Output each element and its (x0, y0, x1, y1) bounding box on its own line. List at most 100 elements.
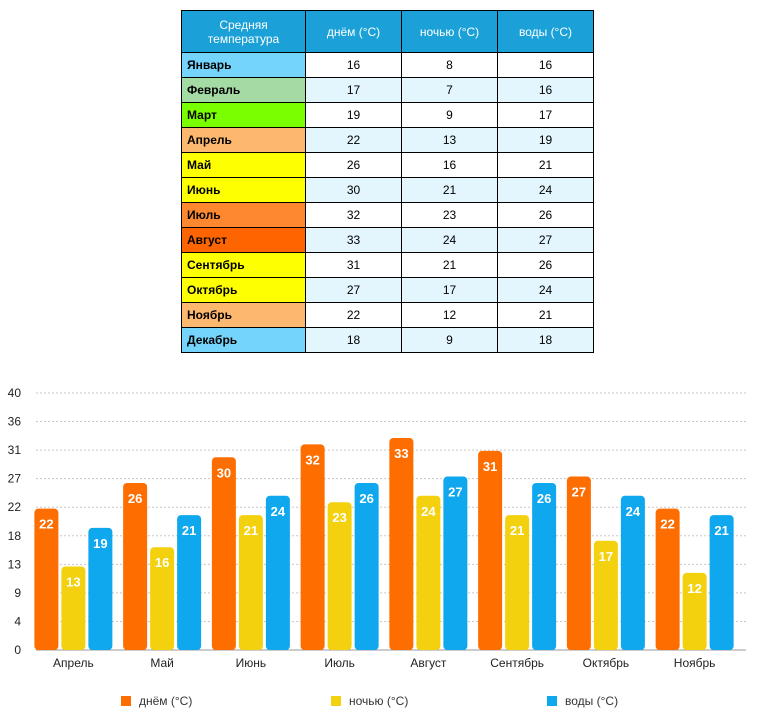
y-tick-label: 9 (14, 586, 21, 600)
water-temp-cell: 21 (497, 302, 594, 328)
bar-value-label: 26 (359, 491, 373, 506)
day-temp-cell: 16 (305, 52, 402, 78)
table-row: Сентябрь 31 21 26 (181, 252, 594, 278)
bar (443, 476, 468, 650)
bar (532, 482, 557, 650)
month-cell: Июнь (181, 177, 306, 203)
bar (709, 515, 734, 650)
table-row: Март 19 9 17 (181, 102, 594, 128)
water-temp-cell: 27 (497, 227, 594, 253)
header-month: Средняя температура (181, 10, 306, 53)
day-temp-cell: 31 (305, 252, 402, 278)
month-cell: Август (181, 227, 306, 253)
month-cell: Октябрь (181, 277, 306, 303)
bar-value-label: 13 (66, 574, 80, 589)
bar (211, 457, 236, 650)
legend-item: ночью (°C) (331, 694, 408, 708)
water-temp-cell: 24 (497, 177, 594, 203)
night-temp-cell: 9 (401, 327, 498, 353)
bar (593, 540, 618, 650)
bar-value-label: 22 (39, 517, 53, 532)
bar (265, 495, 290, 650)
bar (655, 508, 680, 650)
legend-swatch (547, 696, 557, 706)
bar-value-label: 21 (182, 523, 196, 538)
bar (566, 476, 591, 650)
month-cell: Сентябрь (181, 252, 306, 278)
temperature-chart: 0 4 9 13 18 22 27 31 36 40 22 13 19 26 16 21 30 21 24 32 23… (8, 386, 746, 670)
table-row: Июль 32 23 26 (181, 202, 594, 228)
header-night: ночью (°C) (401, 10, 498, 53)
table-row: Май 26 16 21 (181, 152, 594, 178)
bar-value-label: 24 (271, 504, 286, 519)
y-tick-label: 36 (8, 415, 22, 429)
y-tick-label: 4 (14, 614, 21, 628)
bar-value-label: 21 (714, 523, 728, 538)
legend-label: днём (°C) (139, 694, 193, 708)
bar (389, 437, 414, 650)
y-tick-label: 18 (8, 529, 22, 543)
y-tick-label: 22 (8, 500, 22, 514)
bar (478, 450, 503, 650)
x-category-label: Ноябрь (674, 656, 716, 670)
x-category-label: Июнь (236, 656, 267, 670)
bar-value-label: 27 (572, 485, 586, 500)
night-temp-cell: 21 (401, 177, 498, 203)
table-row: Декабрь 18 9 18 (181, 327, 594, 353)
night-temp-cell: 16 (401, 152, 498, 178)
bar (682, 572, 707, 650)
legend-item: воды (°C) (547, 694, 618, 708)
night-temp-cell: 17 (401, 277, 498, 303)
bar-value-label: 19 (93, 536, 107, 551)
bar-value-label: 17 (599, 549, 613, 564)
y-tick-label: 31 (8, 443, 22, 457)
header-water: воды (°C) (497, 10, 594, 53)
water-temp-cell: 26 (497, 252, 594, 278)
bar-value-label: 24 (626, 504, 641, 519)
month-cell: Декабрь (181, 327, 306, 353)
night-temp-cell: 13 (401, 127, 498, 153)
legend-swatch (121, 696, 131, 706)
bar-value-label: 23 (332, 510, 346, 525)
bar (300, 444, 325, 650)
night-temp-cell: 8 (401, 52, 498, 78)
day-temp-cell: 30 (305, 177, 402, 203)
bar-value-label: 30 (217, 465, 231, 480)
legend-label: ночью (°C) (349, 694, 409, 708)
night-temp-cell: 7 (401, 77, 498, 103)
legend-label: воды (°C) (565, 694, 619, 708)
water-temp-cell: 24 (497, 277, 594, 303)
bar (327, 502, 352, 650)
water-temp-cell: 19 (497, 127, 594, 153)
table-row: Июнь 30 21 24 (181, 177, 594, 203)
night-temp-cell: 12 (401, 302, 498, 328)
month-cell: Ноябрь (181, 302, 306, 328)
x-category-label: Октябрь (583, 656, 630, 670)
table-body: Январь 16 8 16 Февраль 17 7 16 Март 19 9 17 Апрель 22… (181, 52, 594, 353)
x-category-label: Сентябрь (490, 656, 544, 670)
bar (354, 482, 379, 650)
table-row: Январь 16 8 16 (181, 52, 594, 78)
night-temp-cell: 9 (401, 102, 498, 128)
bar-value-label: 33 (394, 446, 408, 461)
night-temp-cell: 21 (401, 252, 498, 278)
y-tick-label: 0 (14, 643, 21, 657)
x-category-label: Июль (324, 656, 355, 670)
bars: 22 13 19 26 16 21 30 21 24 32 23 26 33 24 27 31 21 26 27 17… (34, 437, 734, 650)
bar (505, 515, 530, 650)
table-row: Февраль 17 7 16 (181, 77, 594, 103)
water-temp-cell: 18 (497, 327, 594, 353)
bar-value-label: 22 (660, 517, 674, 532)
day-temp-cell: 33 (305, 227, 402, 253)
temperature-table: Средняя температура днём (°C) ночью (°C)… (181, 10, 594, 353)
bar-value-label: 21 (510, 523, 524, 538)
y-tick-label: 13 (8, 557, 22, 571)
x-category-label: Апрель (53, 656, 94, 670)
bar-value-label: 26 (128, 491, 142, 506)
bar-value-label: 31 (483, 459, 497, 474)
x-category-label: Август (410, 656, 447, 670)
y-axis: 0 4 9 13 18 22 27 31 36 40 (8, 386, 22, 657)
table-row: Ноябрь 22 12 21 (181, 302, 594, 328)
bar (34, 508, 59, 650)
month-cell: Январь (181, 52, 306, 78)
